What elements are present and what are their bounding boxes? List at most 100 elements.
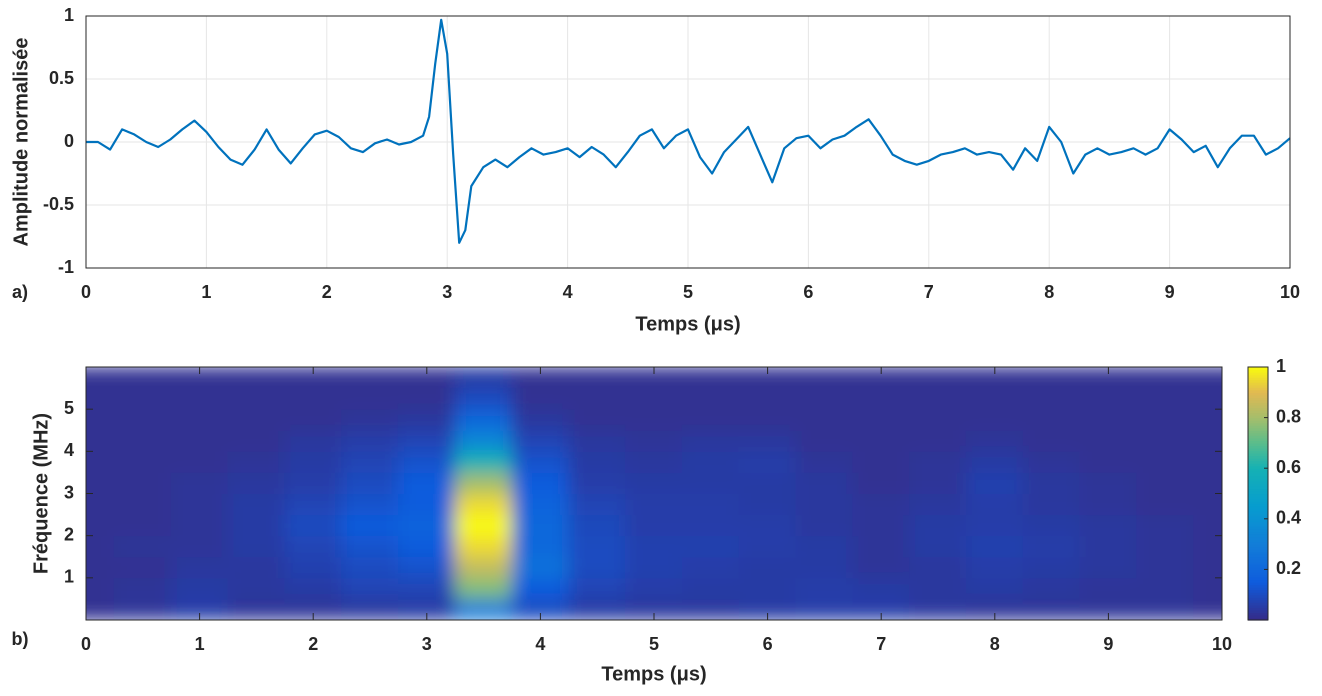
heatmap-cell (852, 408, 911, 431)
heatmap-cell (284, 493, 343, 516)
x-tick-label: 6 (763, 634, 773, 654)
heatmap-cell (1079, 471, 1138, 494)
colorbar-step (1248, 377, 1268, 381)
heatmap-cell (86, 556, 115, 579)
heatmap-cell (170, 367, 229, 389)
heatmap-cell (1022, 408, 1081, 431)
colorbar-step (1248, 602, 1268, 606)
axes-frame (85, 366, 1223, 621)
heatmap-cell (681, 429, 740, 452)
heatmap-cell (86, 535, 115, 558)
colorbar-step (1248, 488, 1268, 492)
colorbar-step (1248, 546, 1268, 550)
heatmap-cell (852, 471, 911, 494)
heatmap-cell (341, 450, 399, 473)
heatmap-cell (454, 535, 513, 558)
heatmap-cell (227, 556, 286, 579)
colorbar-frame (1247, 366, 1269, 621)
colorbar-step (1248, 369, 1268, 373)
heatmap-cell (397, 450, 456, 473)
colorbar-step (1248, 617, 1268, 621)
heatmap-cell (1079, 387, 1138, 410)
y-tick-label: 1 (64, 567, 74, 587)
heatmap-cell (397, 577, 456, 600)
heatmap-cell (909, 408, 967, 431)
heatmap-cell (965, 387, 1024, 410)
heatmap-cell (625, 535, 683, 558)
x-tick-label: 6 (803, 282, 813, 302)
heatmap-cell (227, 493, 286, 516)
x-tick-label: 9 (1103, 634, 1113, 654)
colorbar-step (1248, 533, 1268, 538)
y-tick-label: 3 (64, 482, 74, 502)
heatmap-cell (1136, 471, 1195, 494)
heatmap-cell (227, 450, 286, 473)
heatmap-cell (1193, 429, 1222, 452)
x-tick-label: 1 (195, 634, 205, 654)
heatmap-cell (795, 598, 854, 620)
colorbar-step (1248, 445, 1268, 449)
heatmap-cell (170, 556, 229, 579)
panel-label: b) (12, 629, 29, 649)
colorbar-step (1248, 536, 1268, 540)
colorbar-step (1248, 394, 1268, 398)
heatmap-cell (454, 387, 513, 410)
heatmap-cell (113, 514, 172, 537)
heatmap-cell (227, 408, 286, 431)
heatmap-cell (284, 429, 343, 452)
colorbar-step (1248, 422, 1268, 426)
heatmap-cell (568, 450, 627, 473)
signal-line (86, 18, 1291, 244)
colorbar-step (1248, 513, 1268, 517)
heatmap-cell (227, 535, 286, 558)
heatmap-cell (397, 471, 456, 494)
heatmap-cell (113, 387, 172, 410)
colorbar-step (1248, 490, 1268, 495)
colorbar-step (1248, 589, 1268, 593)
heatmap-cell (227, 577, 286, 600)
heatmap-cell (1079, 535, 1138, 558)
colorbar-step (1248, 367, 1268, 371)
colorbar-step (1248, 397, 1268, 401)
heatmap-cell (454, 471, 513, 494)
heatmap-cell (341, 556, 399, 579)
colorbar-step (1248, 592, 1268, 596)
colorbar-step (1248, 399, 1268, 404)
heatmap-cell (795, 535, 854, 558)
heatmap-cell (568, 514, 627, 537)
heatmap-cell (568, 429, 627, 452)
heatmap-cell (284, 556, 343, 579)
heatmap-cell (341, 387, 399, 410)
colorbar-step (1248, 518, 1268, 522)
x-tick-label: 3 (442, 282, 452, 302)
heatmap-cell (511, 450, 570, 473)
heatmap-cell (284, 598, 343, 620)
heatmap-cell (568, 367, 627, 389)
heatmap-cell (681, 367, 740, 389)
colorbar-step (1248, 440, 1268, 444)
colorbar-step (1248, 404, 1268, 409)
heatmap-cell (511, 598, 570, 620)
heatmap-cell (227, 367, 286, 389)
heatmap-cell (227, 471, 286, 494)
heatmap-cell (170, 387, 229, 410)
x-tick-label: 1 (201, 282, 211, 302)
heatmap-cell (1022, 493, 1081, 516)
y-axis-label: Amplitude normalisée (10, 38, 32, 247)
heatmap-cell (795, 408, 854, 431)
colorbar-step (1248, 407, 1268, 411)
colorbar-step (1248, 526, 1268, 530)
colorbar-step (1248, 516, 1268, 520)
colorbar-step (1248, 420, 1268, 424)
colorbar-step (1248, 566, 1268, 570)
heatmap-cell (86, 471, 115, 494)
x-tick-label: 4 (563, 282, 573, 302)
colorbar-tick-label: 1 (1276, 356, 1286, 376)
heatmap-cell (1022, 429, 1081, 452)
heatmap-cell (1193, 367, 1222, 389)
heatmap-cell (86, 493, 115, 516)
heatmap-cell (965, 493, 1024, 516)
colorbar-step (1248, 523, 1268, 527)
heatmap-cell (625, 367, 683, 389)
